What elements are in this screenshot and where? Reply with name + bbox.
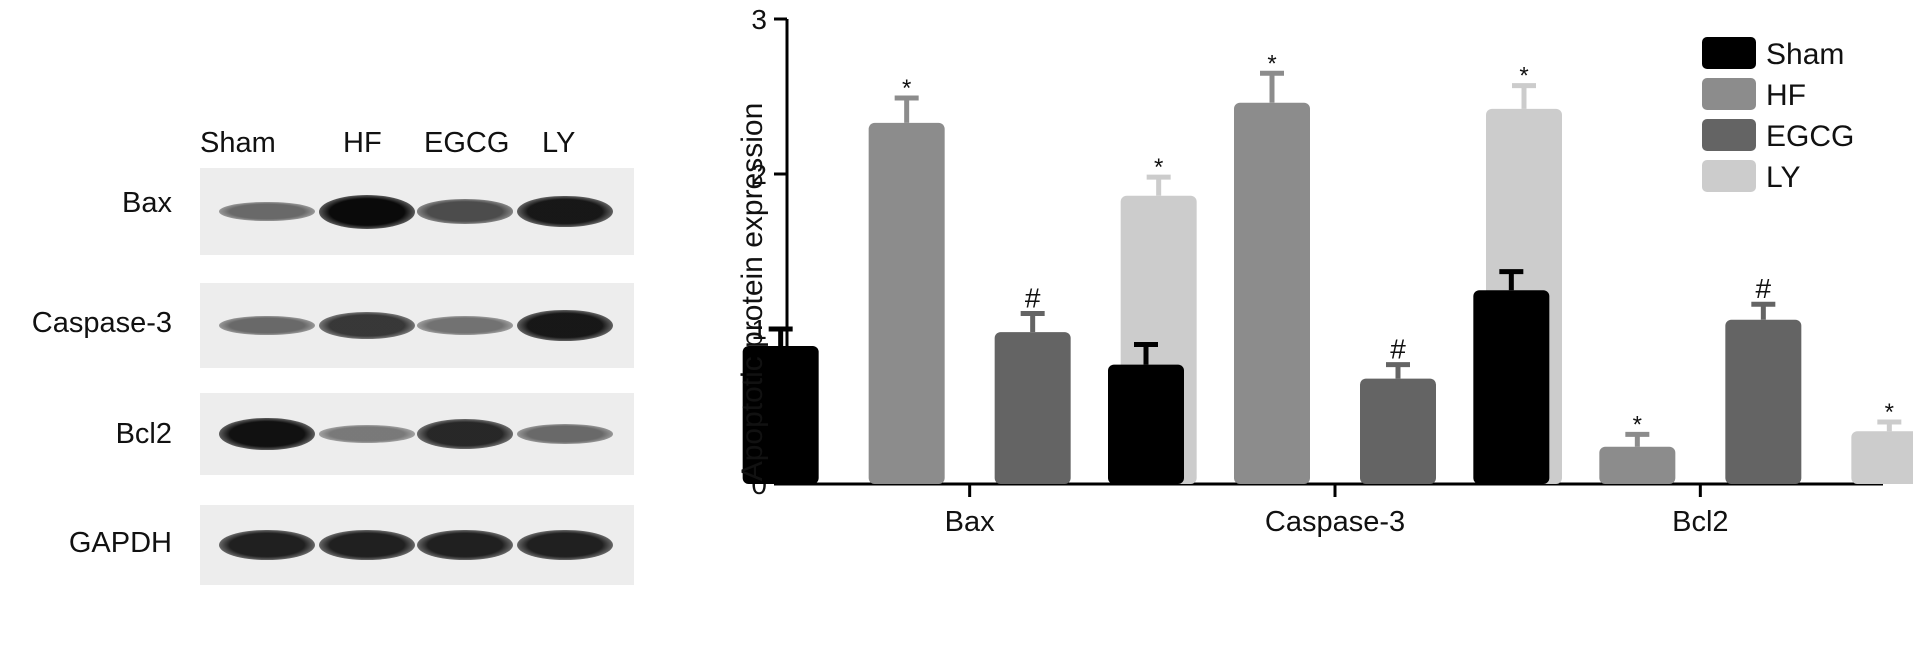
bar: [1108, 364, 1184, 484]
significance-mark: *: [1633, 411, 1642, 438]
blot-band: [417, 316, 513, 335]
legend-label: HF: [1766, 79, 1806, 112]
blot-row-label-gapdh: GAPDH: [68, 527, 172, 559]
bar: [742, 346, 819, 484]
blot-strip-gapdh: [200, 505, 634, 585]
blot-strip-caspase-3: [200, 283, 634, 368]
bar: [1725, 319, 1802, 484]
blot-row-label-bax: Bax: [122, 187, 172, 219]
legend-label: LY: [1766, 161, 1800, 194]
legend: Sham HF EGCG LY: [1702, 37, 1854, 194]
blot-band: [319, 194, 415, 229]
legend-swatch: [1702, 37, 1756, 69]
y-tick-label: 3: [751, 4, 767, 35]
legend-label: EGCG: [1766, 120, 1854, 153]
blot-band: [417, 199, 513, 224]
blot-band: [517, 424, 613, 444]
x-tick-label: Bcl2: [1672, 506, 1728, 538]
y-axis-label: Apoptotic protein expression: [736, 103, 769, 482]
blot-band: [219, 529, 315, 561]
significance-mark: #: [1756, 273, 1772, 304]
bar: [1234, 102, 1310, 484]
significance-mark: *: [1154, 154, 1163, 181]
significance-mark: #: [1390, 334, 1406, 365]
blot-band: [219, 201, 315, 222]
blot-row-label-bcl2: Bcl2: [115, 418, 172, 450]
blot-band: [319, 311, 415, 340]
bar: [1360, 378, 1436, 484]
blot-row-label-caspase-3: Caspase-3: [31, 307, 172, 339]
blot-band: [517, 309, 613, 342]
bar: [1473, 290, 1550, 484]
blot-band: [417, 419, 513, 449]
bar: [868, 122, 945, 484]
significance-mark: *: [1519, 63, 1528, 90]
blot-strip-bax: [200, 168, 634, 255]
y-tick-label: 2: [751, 159, 767, 190]
x-tick-label: Bax: [945, 506, 995, 538]
blot-strip-bcl2: [200, 393, 634, 475]
significance-mark: *: [902, 75, 911, 102]
blot-band: [219, 417, 315, 451]
blot-band: [319, 425, 415, 443]
blot-band: [319, 529, 415, 561]
blot-band: [219, 315, 315, 336]
blot-band: [517, 195, 613, 228]
bar: [1599, 446, 1676, 484]
lane-label-ly: LY: [542, 127, 576, 159]
legend-swatch: [1702, 119, 1756, 151]
blot-band: [417, 529, 513, 561]
lane-label-hf: HF: [343, 127, 382, 159]
bar: [1851, 431, 1913, 484]
x-axis: Bax Caspase-3 Bcl2: [787, 482, 1883, 538]
legend-swatch: [1702, 78, 1756, 110]
x-tick-label: Caspase-3: [1265, 506, 1405, 538]
legend-swatch: [1702, 160, 1756, 192]
bar: [994, 332, 1071, 484]
significance-mark: *: [1267, 50, 1276, 77]
lane-label-sham: Sham: [200, 127, 276, 159]
y-tick-label: 1: [751, 314, 767, 345]
lane-label-egcg: EGCG: [424, 127, 510, 159]
legend-label: Sham: [1766, 38, 1844, 71]
blot-band: [517, 529, 613, 561]
bar-series: * # * * # * * # *: [742, 50, 1913, 485]
significance-mark: *: [1885, 399, 1894, 426]
significance-mark: #: [1025, 283, 1041, 314]
